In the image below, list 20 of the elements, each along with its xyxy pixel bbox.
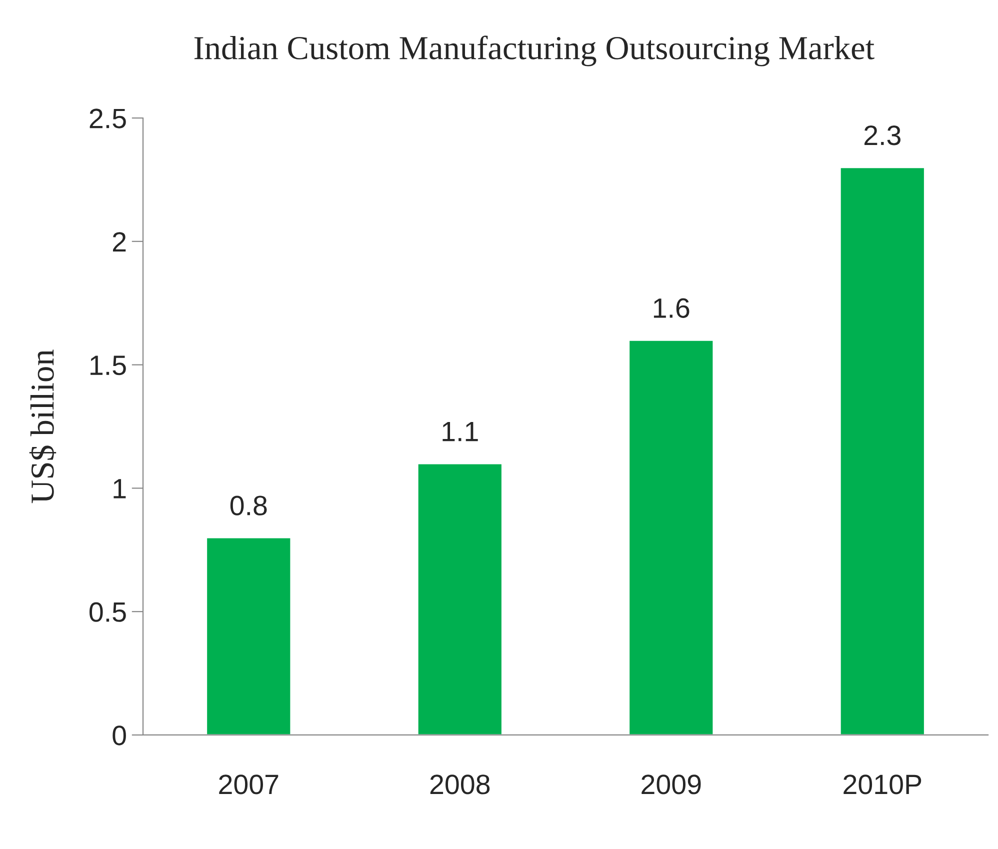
x-tick-label: 2007 [219,774,278,794]
x-tick-label: 2010P [844,774,922,794]
x-tick-label: 2008 [430,774,490,794]
bar [628,339,714,735]
data-label: 0.8 [230,496,267,516]
y-tick-label: 0 [112,726,126,746]
y-tick-label: 2.5 [90,108,126,128]
bar [839,166,926,735]
y-tick-label: 1.5 [90,356,126,376]
y-tick-label: 1 [114,479,126,498]
y-tick-label: 2 [112,232,126,252]
data-label: 1.1 [442,422,478,442]
data-label: 1.6 [654,298,690,318]
bar [416,462,503,735]
chart-title: Indian Custom Manufacturing Outsourcing Market [194,36,874,66]
x-tick-label: 2009 [642,774,701,794]
data-label: 2.3 [864,126,900,146]
y-axis-title: US$ billion [29,350,56,504]
bar [206,536,292,735]
y-tick-label: 0.5 [90,602,126,622]
